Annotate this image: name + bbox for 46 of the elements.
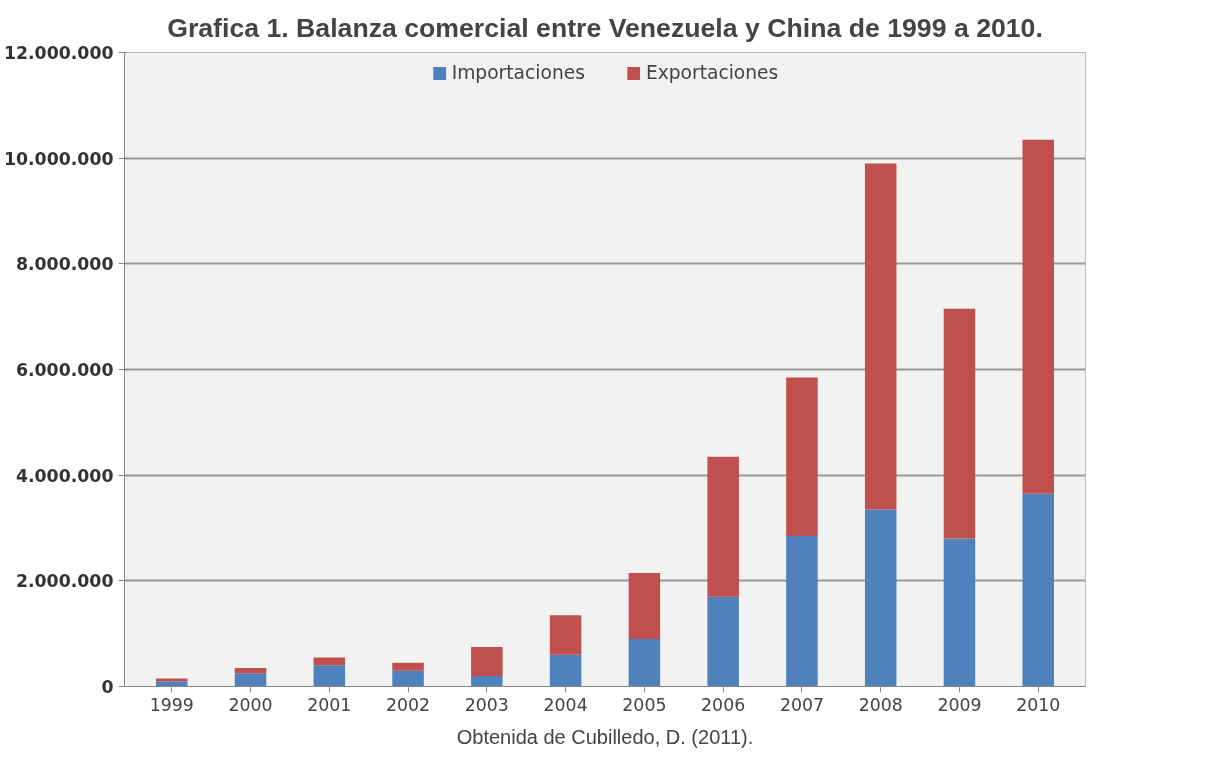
bar [549,615,582,655]
bar [549,654,582,687]
bar [786,535,818,687]
text: Obtenida de Cubilledo, D. (2011). [456,725,754,748]
chart-title: Grafica 1. Balanza comercial entre Venezuela y China de 1999 a 2010. [167,12,1043,43]
y-tick-label: 6.000.000 [15,360,114,380]
bar [392,662,424,671]
x-tick-label: 2010 [1016,694,1061,715]
x-tick-label: 2002 [386,694,431,715]
y-tick-label: 8.000.000 [15,254,114,275]
bar [156,681,188,687]
x-tick-label: 2008 [858,694,903,715]
y-tick-label: 0 [101,677,114,697]
bar [943,538,976,687]
bar [628,638,661,687]
x-tick-label: 1999 [149,694,194,715]
x-tick-label: 2007 [779,694,824,715]
bar [628,572,661,639]
y-tick-label: 10.000.000 [3,148,114,169]
bar [864,509,897,687]
x-tick-label: 2001 [307,694,352,715]
bar [471,646,503,676]
bar [707,596,739,687]
bar [943,308,976,539]
y-tick-label: 2.000.000 [15,571,114,592]
legend-label: Importaciones [451,62,585,83]
bar [707,456,739,597]
x-tick-label: 2005 [622,694,667,715]
bar [234,668,267,674]
bar [392,670,424,687]
x-tick-label: 2004 [543,694,588,715]
x-tick-label: 2009 [937,694,982,715]
bar [313,657,346,666]
x-tick-label: 2006 [701,694,746,715]
x-tick-label: 2000 [228,694,273,715]
bar [864,163,897,510]
legend-label: Exportaciones [645,62,779,83]
x-tick-label: 2003 [464,694,509,715]
bar [1022,139,1054,494]
bar [234,673,267,687]
bar [313,665,346,687]
bar [471,675,503,687]
bar [786,377,818,536]
bar [1022,493,1054,687]
y-tick-label: 12.000.000 [3,43,114,63]
y-tick-label: 4.000.000 [15,465,114,486]
